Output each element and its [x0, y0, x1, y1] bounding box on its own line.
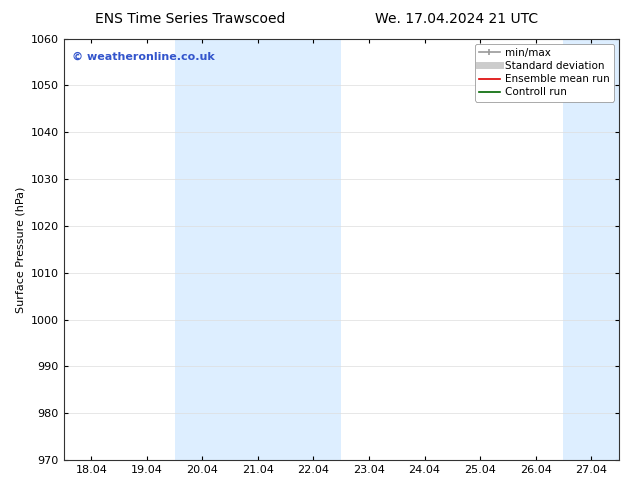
Text: ENS Time Series Trawscoed: ENS Time Series Trawscoed: [95, 12, 285, 26]
Text: © weatheronline.co.uk: © weatheronline.co.uk: [72, 51, 215, 61]
Bar: [174, 39, 341, 460]
Y-axis label: Surface Pressure (hPa): Surface Pressure (hPa): [15, 186, 25, 313]
Bar: [564, 39, 634, 460]
Text: We. 17.04.2024 21 UTC: We. 17.04.2024 21 UTC: [375, 12, 538, 26]
Legend: min/max, Standard deviation, Ensemble mean run, Controll run: min/max, Standard deviation, Ensemble me…: [475, 44, 614, 101]
